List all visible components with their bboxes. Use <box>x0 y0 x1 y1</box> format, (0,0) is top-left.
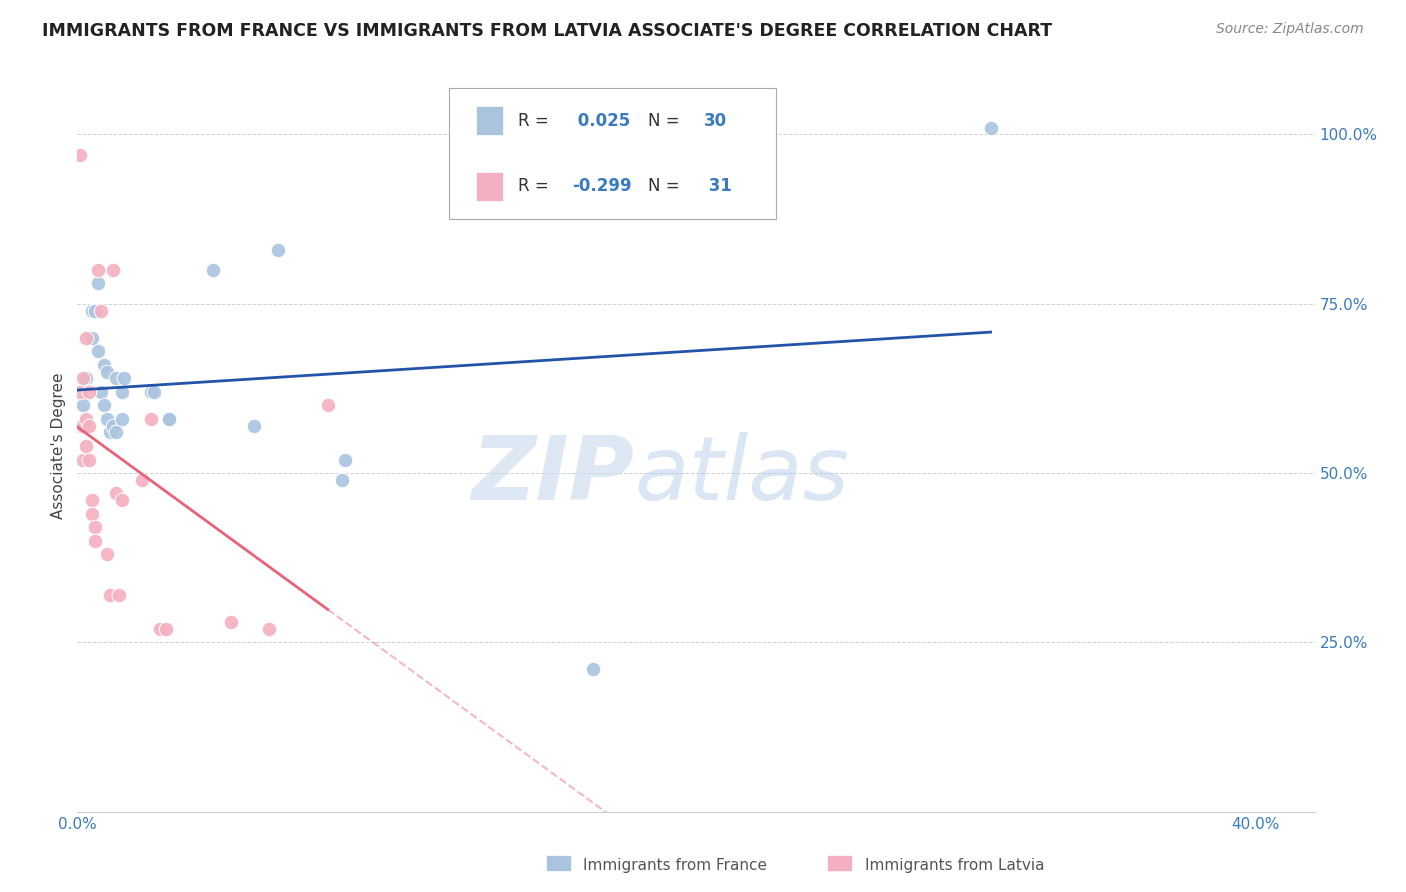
Point <box>104 486 127 500</box>
FancyBboxPatch shape <box>475 172 503 201</box>
Point <box>243 418 266 433</box>
Point <box>98 425 121 440</box>
Point <box>316 398 339 412</box>
Point <box>75 371 97 385</box>
Point <box>139 384 162 399</box>
Point <box>75 331 97 345</box>
Point <box>75 412 97 426</box>
Point <box>114 371 136 385</box>
Point <box>98 588 121 602</box>
Point <box>72 371 94 385</box>
Point <box>149 622 172 636</box>
FancyBboxPatch shape <box>449 87 776 219</box>
Text: Source: ZipAtlas.com: Source: ZipAtlas.com <box>1216 22 1364 37</box>
Point <box>77 418 100 433</box>
Point <box>87 344 110 359</box>
Text: N =: N = <box>648 112 685 129</box>
Point <box>110 412 132 426</box>
Text: ZIP: ZIP <box>471 432 634 519</box>
Point <box>80 507 103 521</box>
Point <box>80 303 103 318</box>
Point <box>139 412 162 426</box>
Point <box>155 622 177 636</box>
Point <box>80 331 103 345</box>
Text: atlas: atlas <box>634 433 849 518</box>
Point <box>96 547 118 561</box>
Text: IMMIGRANTS FROM FRANCE VS IMMIGRANTS FROM LATVIA ASSOCIATE'S DEGREE CORRELATION : IMMIGRANTS FROM FRANCE VS IMMIGRANTS FRO… <box>42 22 1052 40</box>
Point <box>84 520 107 534</box>
Point <box>90 384 112 399</box>
Point <box>980 120 1002 135</box>
Point <box>77 384 100 399</box>
Point <box>75 439 97 453</box>
Point <box>96 412 118 426</box>
Text: -0.299: -0.299 <box>572 178 631 195</box>
Point <box>69 148 91 162</box>
Text: R =: R = <box>517 112 554 129</box>
Point <box>87 263 110 277</box>
Point <box>257 622 280 636</box>
Text: 31: 31 <box>703 178 733 195</box>
Text: Immigrants from France: Immigrants from France <box>583 858 768 872</box>
Point <box>110 493 132 508</box>
Point <box>157 412 180 426</box>
FancyBboxPatch shape <box>475 106 503 136</box>
Y-axis label: Associate's Degree: Associate's Degree <box>51 373 66 519</box>
Point <box>72 418 94 433</box>
Point <box>69 418 91 433</box>
Point <box>84 533 107 548</box>
Point <box>72 452 94 467</box>
Text: R =: R = <box>517 178 554 195</box>
Point <box>219 615 242 629</box>
Point <box>87 277 110 291</box>
Point <box>101 418 124 433</box>
Point <box>96 364 118 378</box>
Text: Immigrants from Latvia: Immigrants from Latvia <box>865 858 1045 872</box>
Text: N =: N = <box>648 178 685 195</box>
Point <box>77 452 100 467</box>
Point <box>84 303 107 318</box>
Point <box>131 473 153 487</box>
Point <box>80 493 103 508</box>
Point <box>157 412 180 426</box>
Point <box>93 398 115 412</box>
Point <box>110 384 132 399</box>
Point <box>266 243 288 257</box>
Point <box>201 263 224 277</box>
Point <box>107 588 129 602</box>
Point <box>69 384 91 399</box>
Point <box>104 371 127 385</box>
Point <box>335 452 357 467</box>
Point <box>93 358 115 372</box>
Point <box>332 473 354 487</box>
Text: 30: 30 <box>703 112 727 129</box>
Point <box>104 425 127 440</box>
Point <box>142 384 165 399</box>
Point <box>90 303 112 318</box>
Point <box>101 263 124 277</box>
Text: 0.025: 0.025 <box>572 112 630 129</box>
Point <box>72 398 94 412</box>
Point <box>582 663 605 677</box>
